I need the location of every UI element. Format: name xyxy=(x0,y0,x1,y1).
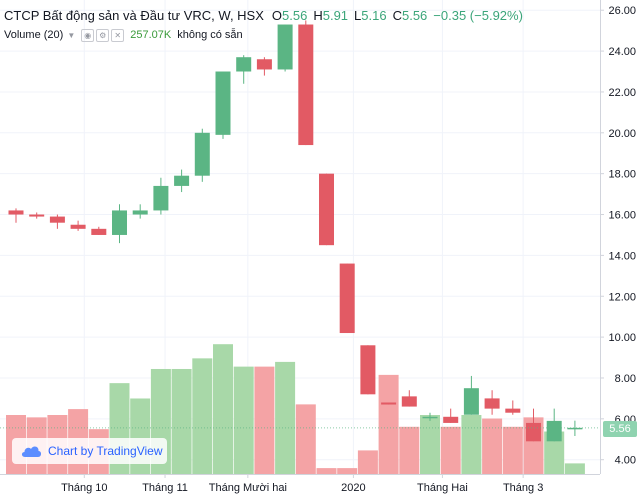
close-value: 5.56 xyxy=(401,7,428,23)
tradingview-watermark[interactable]: Chart by TradingView xyxy=(12,438,167,464)
volume-bar xyxy=(192,358,213,474)
watermark-text: Chart by TradingView xyxy=(48,444,163,458)
volume-bar xyxy=(502,426,523,474)
candle-body xyxy=(91,228,107,235)
price-tick-label: 8.00 xyxy=(615,373,636,385)
volume-bar xyxy=(171,368,192,474)
time-tick-label: Tháng 10 xyxy=(61,482,107,494)
candle-body xyxy=(132,210,148,215)
volume-bar xyxy=(316,468,337,474)
price-tick-label: 12.00 xyxy=(608,291,636,303)
volume-bar xyxy=(482,418,503,474)
candle-body xyxy=(567,427,583,430)
volume-bar xyxy=(213,344,233,474)
volume-bar xyxy=(544,431,565,474)
price-tick-label: 24.00 xyxy=(608,46,636,58)
low-value: 5.16 xyxy=(361,7,387,23)
candle-body xyxy=(49,216,65,223)
volume-bar xyxy=(337,468,358,474)
candle-body xyxy=(256,59,272,70)
open-value: 5.56 xyxy=(282,7,308,23)
volume-indicator-name[interactable]: Volume (20) xyxy=(4,29,64,41)
candle-body xyxy=(505,408,521,413)
close-label: C xyxy=(392,7,402,23)
candle-body xyxy=(319,173,334,246)
volume-bar xyxy=(378,374,399,474)
candle-body xyxy=(174,175,190,186)
gear-icon[interactable]: ⚙ xyxy=(96,28,110,42)
volume-bar xyxy=(254,366,275,474)
price-tick-label: 14.00 xyxy=(608,250,636,262)
eye-icon[interactable]: ◉ xyxy=(81,28,95,42)
volume-bar xyxy=(233,366,254,474)
chevron-down-icon[interactable]: ▼ xyxy=(67,30,76,40)
candle-body xyxy=(381,402,397,405)
time-tick-label: Tháng Mười hai xyxy=(209,482,287,494)
price-tick-label: 22.00 xyxy=(608,87,636,99)
volume-bar xyxy=(440,426,461,474)
price-tick-label: 26.00 xyxy=(608,5,636,17)
candle-body xyxy=(360,345,376,395)
candle-body xyxy=(422,416,438,419)
price-tick-label: 16.00 xyxy=(608,210,636,222)
candle-body xyxy=(112,210,127,235)
volume-value: 257.07K xyxy=(130,29,172,41)
time-tick-label: Tháng 11 xyxy=(142,482,188,494)
candle-body xyxy=(194,132,210,176)
candle-body xyxy=(29,214,45,217)
time-tick-label: Tháng Hai xyxy=(417,482,468,494)
low-label: L xyxy=(354,7,362,23)
high-label: H xyxy=(313,7,323,23)
candle-body xyxy=(153,185,169,211)
candle-body xyxy=(484,398,500,409)
volume-bar xyxy=(564,463,585,474)
volume-bar xyxy=(420,415,440,474)
candle-body xyxy=(277,24,293,70)
volume-bar xyxy=(295,404,316,474)
cloud-icon xyxy=(21,446,42,457)
volume-bar xyxy=(399,426,420,474)
candle-body xyxy=(70,224,86,229)
time-tick-label: 2020 xyxy=(341,482,365,494)
candle-body xyxy=(339,263,355,334)
change-value: −0.35 (−5.92%) xyxy=(433,7,523,23)
volume-bar xyxy=(461,415,482,474)
candle-body xyxy=(443,416,459,423)
candle-body xyxy=(546,420,562,442)
volume-legend: Volume (20) ▼ ◉ ⚙ ✕ 257.07K không có sẵn xyxy=(4,27,243,43)
open-label: O xyxy=(271,7,283,23)
candle-body xyxy=(8,210,24,215)
candle-body xyxy=(526,422,541,442)
candle-body xyxy=(401,396,417,407)
symbol-title[interactable]: CTCP Bất động sản và Đầu tư VRC, W, HSX xyxy=(4,7,264,23)
price-tick-label: 20.00 xyxy=(608,128,636,140)
candle-body xyxy=(298,24,314,146)
last-price-tag: 5.56 xyxy=(603,421,637,437)
candle-body xyxy=(236,57,252,72)
close-icon[interactable]: ✕ xyxy=(111,28,125,42)
candle-body xyxy=(215,71,231,135)
candle-body xyxy=(463,388,479,415)
price-tick-label: 18.00 xyxy=(608,169,636,181)
chart-legend: CTCP Bất động sản và Đầu tư VRC, W, HSX … xyxy=(4,6,523,24)
time-tick-label: Tháng 3 xyxy=(503,482,543,494)
ohlc-values: O5.56 H5.91 L5.16 C5.56 −0.35 (−5.92%) xyxy=(272,8,523,23)
volume-bar xyxy=(275,361,296,474)
price-tick-label: 4.00 xyxy=(615,455,636,467)
volume-ma-value: không có sẵn xyxy=(177,29,243,41)
high-value: 5.91 xyxy=(322,7,349,23)
price-tick-label: 10.00 xyxy=(608,332,636,344)
volume-bar xyxy=(357,450,378,474)
